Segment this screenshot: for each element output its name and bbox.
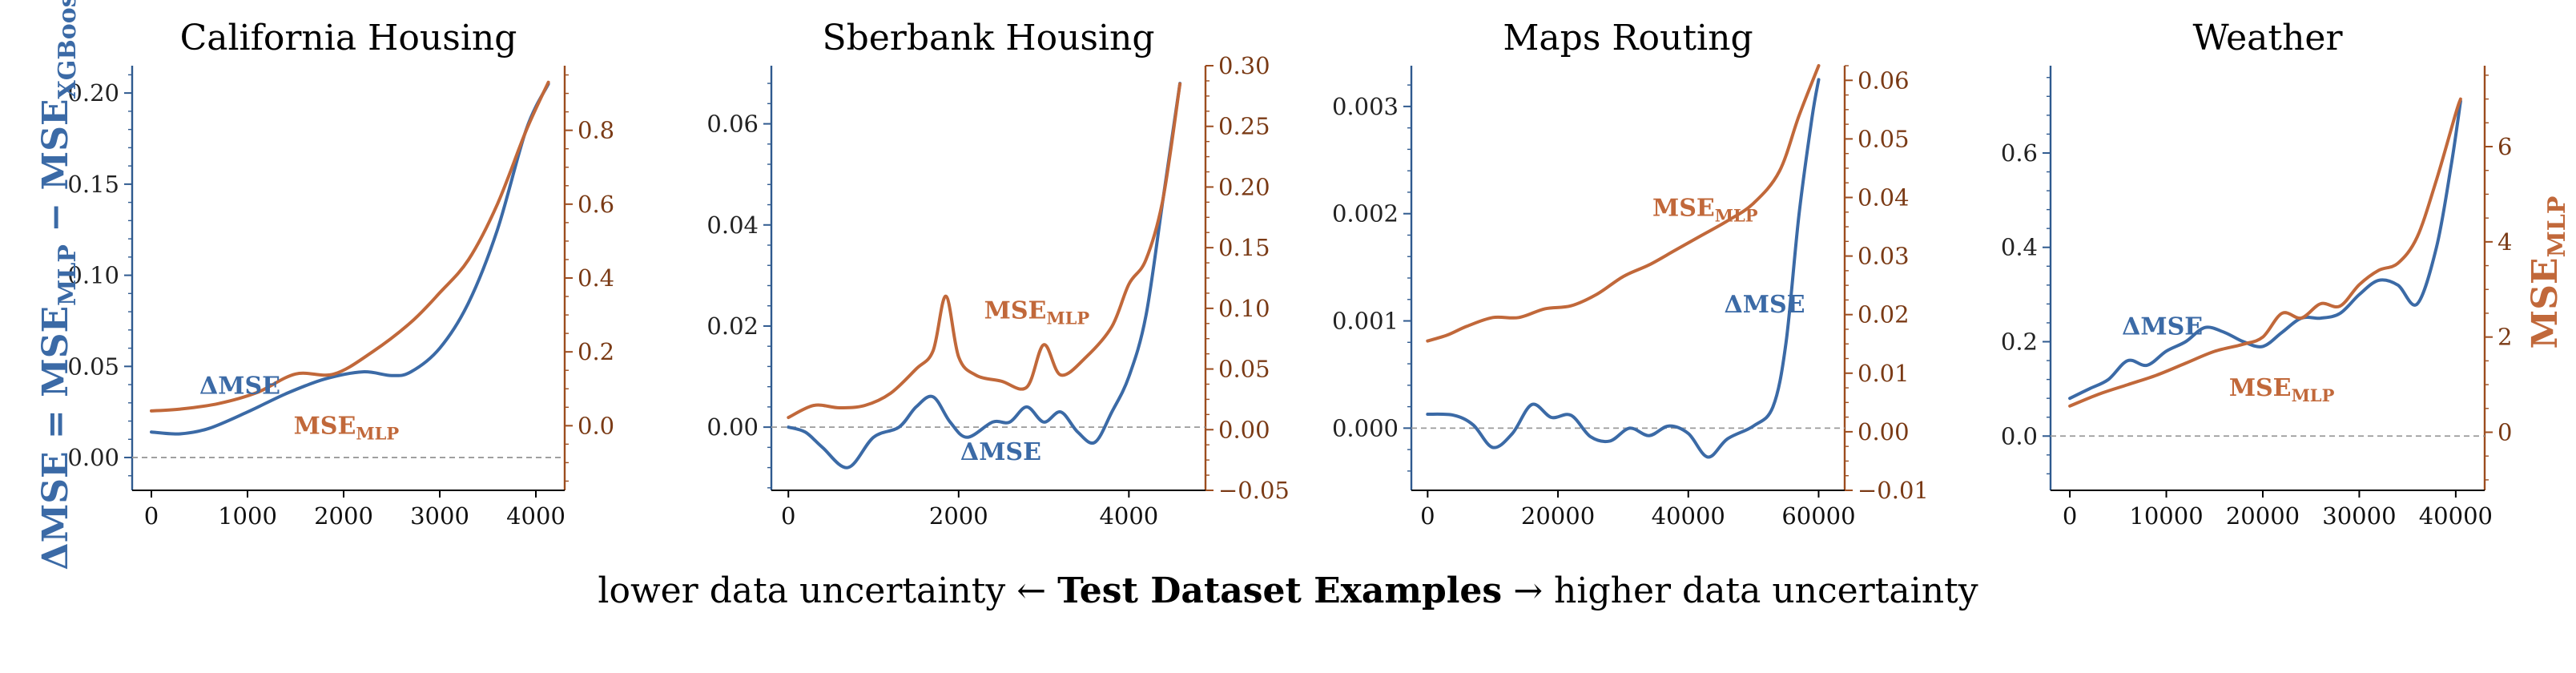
x-tick-label: 2000 <box>314 502 373 530</box>
x-tick-label: 4000 <box>506 502 566 530</box>
y-tick-label-right: 0.8 <box>578 117 614 144</box>
x-tick-label: 40000 <box>1652 502 1725 530</box>
y-tick-label-left: 0.00 <box>67 444 119 471</box>
delta-mse-annotation: ΔMSE <box>199 372 280 400</box>
x-tick-label: 20000 <box>2226 502 2300 530</box>
mse-mlp-line <box>2068 97 2462 408</box>
x-tick-label: 60000 <box>1781 502 1855 530</box>
x-tick-label: 0 <box>144 502 159 530</box>
mse-mlp-annotation: MSEMLP <box>1652 194 1758 225</box>
delta-mse-annotation: ΔMSE <box>1724 291 1805 319</box>
chart-panel: California Housing 0 1000 2000 3000 4000 0.00 0… <box>67 18 614 530</box>
chart-title: Weather <box>2193 18 2344 58</box>
y-tick-label-right: 0 <box>2498 419 2512 446</box>
y-tick-label-right: 4 <box>2498 228 2512 256</box>
y-tick-label-left: 0.10 <box>67 262 119 289</box>
delta-mse-line <box>1426 78 1821 459</box>
y-tick-label-right: 0.6 <box>578 191 614 218</box>
mse-mlp-line <box>787 82 1182 420</box>
y-tick-label-left: 0.20 <box>67 79 119 107</box>
y-tick-label-right: 0.04 <box>1858 183 1910 211</box>
delta-mse-annotation: ΔMSE <box>960 438 1041 466</box>
x-tick-label: 30000 <box>2322 502 2396 530</box>
y-tick-label-left: 0.02 <box>706 312 759 340</box>
y-tick-label-right: 0.01 <box>1858 360 1910 387</box>
x-tick-label: 10000 <box>2129 502 2203 530</box>
y-tick-label-right: 0.10 <box>1218 295 1270 322</box>
y-tick-label-left: 0.06 <box>706 111 759 138</box>
mse-mlp-annotation: MSEMLP <box>294 412 400 443</box>
y-tick-label-right: 0.30 <box>1218 52 1270 79</box>
y-tick-label-left: 0.001 <box>1332 308 1399 335</box>
x-axis-label: lower data uncertainty ← Test Dataset Ex… <box>598 570 1978 611</box>
delta-mse-annotation: ΔMSE <box>2122 313 2203 341</box>
y-tick-label-left: 0.000 <box>1332 414 1399 441</box>
mse-mlp-line <box>150 80 550 413</box>
y-tick-label-right: 0.20 <box>1218 173 1270 200</box>
x-tick-label: 4000 <box>1099 502 1158 530</box>
x-tick-label: 0 <box>781 502 795 530</box>
chart-title: Maps Routing <box>1503 18 1753 58</box>
y-tick-label-right: 2 <box>2498 324 2512 351</box>
y-tick-label-left: 0.4 <box>2001 234 2038 261</box>
y-tick-label-right: 0.2 <box>578 338 614 365</box>
y-tick-label-left: 0.002 <box>1332 200 1399 228</box>
delta-mse-line <box>2068 99 2462 401</box>
x-tick-label: 40000 <box>2419 502 2493 530</box>
x-tick-label: 20000 <box>1521 502 1595 530</box>
y-tick-label-right: 0.15 <box>1218 234 1270 261</box>
y-tick-label-left: 0.0 <box>2001 422 2038 449</box>
y-axis-label-right: MSEMLP <box>2525 196 2571 349</box>
y-tick-label-right: 0.03 <box>1858 243 1910 270</box>
y-tick-label-right: 0.05 <box>1218 356 1270 383</box>
chart-panel: Weather 0 10000 20000 30000 40000 0.0 0.2 0.4 0.6… <box>2001 18 2513 530</box>
mse-mlp-annotation: MSEMLP <box>984 296 1090 328</box>
y-tick-label-left: 0.15 <box>67 171 119 198</box>
y-tick-label-left: 0.00 <box>706 413 759 441</box>
y-tick-label-right: 0.00 <box>1218 416 1270 443</box>
y-tick-label-left: 0.04 <box>706 212 759 239</box>
x-tick-label: 1000 <box>218 502 277 530</box>
x-tick-label: 3000 <box>410 502 469 530</box>
y-axis-label-left: ΔMSE = MSEMLP − MSEXGBoost <box>35 0 82 570</box>
y-tick-label-right: 0.00 <box>1858 418 1910 445</box>
y-tick-label-right: 0.25 <box>1218 113 1270 140</box>
chart-panel: Sberbank Housing 0 2000 4000 0.00 0.02 0.04 0.0… <box>706 18 1289 530</box>
chart-title: Sberbank Housing <box>822 18 1154 58</box>
y-tick-label-right: 0.4 <box>578 264 614 292</box>
chart-panel: Maps Routing 0 20000 40000 60000 0.000 0.001 0.… <box>1332 18 1929 530</box>
y-tick-label-left: 0.2 <box>2001 328 2038 356</box>
x-tick-label: 2000 <box>929 502 988 530</box>
delta-mse-line <box>787 82 1182 469</box>
y-tick-label-right: 0.05 <box>1858 125 1910 152</box>
y-tick-label-right: −0.05 <box>1218 477 1290 504</box>
mse-mlp-annotation: MSEMLP <box>2229 374 2335 405</box>
y-tick-label-left: 0.05 <box>67 353 119 380</box>
y-tick-label-right: −0.01 <box>1858 477 1929 504</box>
x-tick-label: 0 <box>1420 502 1435 530</box>
y-tick-label-right: 6 <box>2498 133 2512 160</box>
y-tick-label-right: 0.0 <box>578 412 614 439</box>
y-tick-label-right: 0.02 <box>1858 301 1910 328</box>
y-tick-label-left: 0.003 <box>1332 93 1399 120</box>
y-tick-label-right: 0.06 <box>1858 66 1910 94</box>
x-tick-label: 0 <box>2063 502 2077 530</box>
y-tick-label-left: 0.6 <box>2001 139 2038 167</box>
delta-mse-line <box>150 82 550 436</box>
mse-mlp-line <box>1426 64 1821 343</box>
chart-title: California Housing <box>180 18 517 58</box>
